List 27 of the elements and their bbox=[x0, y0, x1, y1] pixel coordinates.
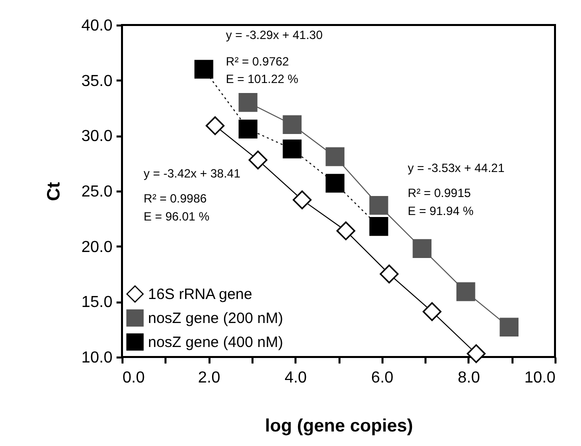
annotation: R² = 0.9762 bbox=[226, 54, 290, 69]
y-tick-label: 25.0 bbox=[81, 184, 113, 200]
legend-label: nosZ gene (400 nM) bbox=[148, 334, 284, 351]
y-tick-label: 35.0 bbox=[81, 72, 113, 90]
annotation: y = -3.29x + 41.30 bbox=[226, 28, 323, 42]
y-tick-label: 15.0 bbox=[81, 294, 113, 312]
annotation: R² = 0.9915 bbox=[408, 186, 472, 200]
x-tick-label: 0.0 bbox=[122, 370, 145, 386]
legend-label: 16S rRNA gene bbox=[148, 286, 252, 303]
y-axis-title: Ct bbox=[43, 182, 64, 201]
x-axis-title: log (gene copies) bbox=[264, 416, 414, 436]
annotation: E = 91.94 % bbox=[408, 204, 474, 218]
x-tick-label: 10.0 bbox=[524, 370, 556, 386]
annotation: y = -3.53x + 44.21 bbox=[408, 160, 505, 175]
y-tick-label: 10.0 bbox=[81, 350, 113, 366]
annotation: R² = 0.9986 bbox=[144, 192, 208, 206]
y-tick-label: 30.0 bbox=[81, 128, 113, 146]
x-tick-label: 6.0 bbox=[371, 370, 394, 386]
y-tick-label: 20.0 bbox=[81, 238, 113, 256]
x-tick-label: 8.0 bbox=[458, 370, 480, 386]
x-tick-label: 2.0 bbox=[198, 370, 220, 386]
x-tick-label: 4.0 bbox=[284, 370, 307, 386]
annotation: y = -3.42x + 38.41 bbox=[144, 166, 241, 180]
y-tick-label: 40.0 bbox=[81, 18, 113, 34]
annotation: E = 96.01 % bbox=[144, 209, 210, 224]
annotation: E = 101.22 % bbox=[226, 72, 299, 86]
legend-label: nosZ gene (200 nM) bbox=[148, 310, 284, 327]
